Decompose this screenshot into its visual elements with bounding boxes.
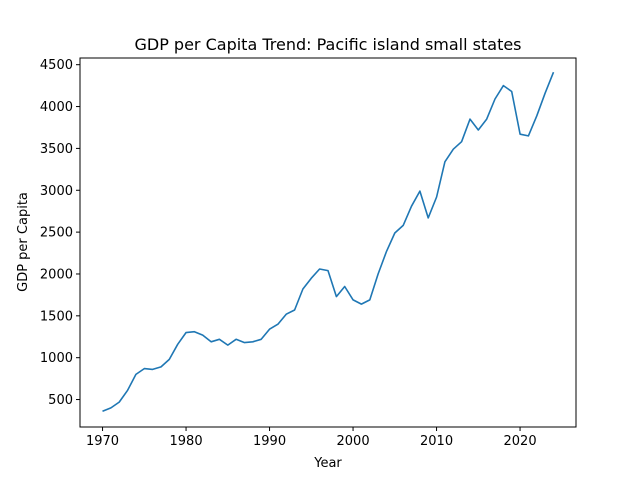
- y-tick-label: 500: [48, 393, 73, 408]
- plot-area: [102, 71, 555, 413]
- x-tick-label: 1990: [253, 434, 286, 449]
- y-tick-label: 3500: [40, 142, 73, 157]
- axes-frame: [79, 57, 577, 428]
- chart-title: GDP per Capita Trend: Pacific island sma…: [134, 35, 521, 54]
- y-tick-label: 3000: [40, 184, 73, 199]
- x-axis-label: Year: [313, 456, 342, 471]
- x-tick-label: 1980: [170, 434, 203, 449]
- x-axis: 1970 1980 1990 2000 2010 2020: [86, 427, 537, 449]
- gdp-series-line: [102, 71, 555, 413]
- y-tick-label: 1000: [40, 351, 73, 366]
- y-tick-label: 1500: [40, 309, 73, 324]
- y-axis-label: GDP per Capita: [16, 192, 31, 292]
- y-axis: 500 1000 1500 2000 2500 3000 3500 4000 4500: [40, 58, 80, 408]
- y-tick-label: 4500: [40, 58, 73, 73]
- x-tick-label: 2000: [337, 434, 370, 449]
- x-tick-label: 2010: [420, 434, 453, 449]
- y-tick-label: 4000: [40, 100, 73, 115]
- y-tick-label: 2000: [40, 267, 73, 282]
- x-tick-label: 1970: [86, 434, 119, 449]
- x-tick-label: 2020: [504, 434, 537, 449]
- y-tick-label: 2500: [40, 226, 73, 241]
